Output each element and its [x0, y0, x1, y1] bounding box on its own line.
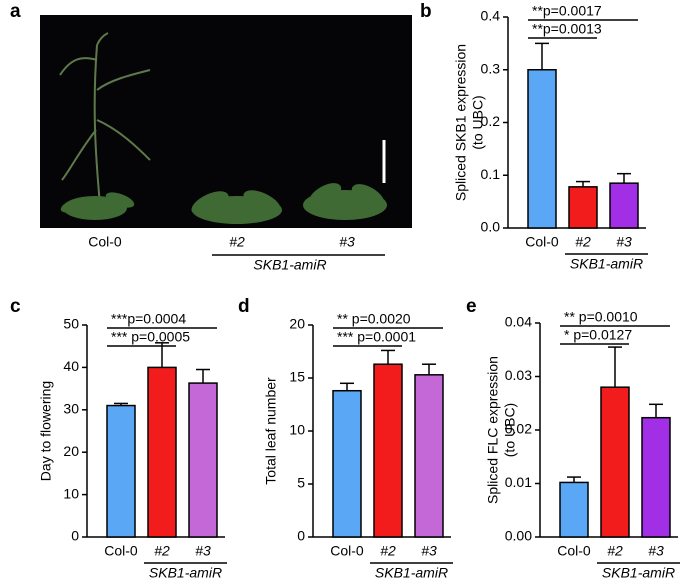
bar	[609, 182, 639, 229]
y-tick-label: 0	[71, 528, 79, 544]
group-label: SKB1-amiR	[253, 257, 326, 273]
significance-label: ** p=0.0020	[337, 311, 411, 327]
photo-label: Col-0	[88, 234, 122, 250]
bar	[147, 366, 177, 538]
significance-label: **p=0.0017	[532, 3, 602, 19]
x-tick-label: #3	[648, 543, 664, 559]
y-axis-label: Total leaf number	[263, 377, 279, 485]
plant-leaves	[60, 183, 387, 224]
y-tick-label: 0.3	[481, 60, 501, 76]
significance-label: **p=0.0013	[532, 21, 602, 37]
y-axis-label: (to UBC)	[502, 403, 518, 457]
photo-label: #3	[339, 234, 355, 250]
y-axis-label: Spliced FLC expression	[485, 356, 501, 504]
x-tick-label: #2	[575, 234, 591, 250]
group-label: SKB1-amiR	[375, 565, 448, 579]
chart: e Spliced FLC expression (to UBC) 0.00 0.01 0…	[466, 296, 680, 579]
panel-label: a	[10, 1, 21, 22]
x-tick-label: #2	[154, 543, 170, 559]
significance-label: * p=0.0127	[564, 327, 632, 343]
bar	[188, 382, 218, 538]
x-tick-label: #3	[616, 234, 632, 250]
y-tick-label: 0.04	[505, 314, 532, 330]
y-tick-label: 40	[63, 358, 79, 374]
significance-label: ***p=0.0004	[111, 311, 186, 327]
y-tick-label: 0.0	[481, 219, 501, 235]
bar	[106, 404, 136, 538]
y-tick-label: 50	[63, 316, 79, 332]
y-tick-label: 20	[63, 443, 79, 459]
y-tick-label: 10	[63, 485, 79, 501]
significance-label: ** p=0.0010	[564, 309, 638, 325]
chart: b Spliced SKB1 expression (to UBC) 0.0 0.1 0.…	[420, 1, 648, 272]
y-tick-label: 0.1	[481, 166, 501, 182]
bar	[559, 481, 589, 538]
photo-label: #2	[229, 234, 245, 250]
photo-panel: a Col-0 #2 #3 SKB1-amiR	[10, 1, 412, 273]
group-label: SKB1-amiR	[570, 256, 643, 272]
chart: c Day to flowering 0 10 20 30 40 50 Col-0 #2 #3 SKB…	[10, 296, 227, 579]
y-axis-label: (to UBC)	[470, 95, 486, 149]
bar	[414, 374, 444, 538]
x-tick-label: #2	[380, 543, 396, 559]
y-axis-label: Day to flowering	[38, 381, 54, 481]
group-label: SKB1-amiR	[149, 565, 222, 579]
y-axis-label: Spliced SKB1 expression	[453, 44, 469, 201]
x-tick-label: #2	[607, 543, 623, 559]
y-tick-label: 0.2	[481, 113, 501, 129]
x-tick-label: Col-0	[330, 543, 364, 559]
panel-label: c	[10, 296, 21, 317]
bar	[373, 363, 403, 538]
y-tick-label: 0.01	[505, 474, 532, 490]
y-tick-label: 15	[289, 369, 305, 385]
y-tick-label: 0.00	[505, 528, 532, 544]
group-label: SKB1-amiR	[602, 565, 675, 579]
x-tick-label: #3	[195, 543, 211, 559]
x-tick-label: Col-0	[557, 543, 591, 559]
bar	[568, 186, 598, 229]
y-tick-label: 0.02	[505, 421, 532, 437]
y-tick-label: 0.03	[505, 367, 532, 383]
y-tick-label: 10	[289, 422, 305, 438]
panel-label: b	[420, 1, 432, 22]
significance-label: *** p=0.0001	[337, 329, 416, 345]
bar	[332, 389, 362, 538]
chart: d Total leaf number 0 5 10 15 20 Col-0 #2 #3 SKB1-…	[238, 296, 453, 579]
y-tick-label: 5	[297, 475, 305, 491]
bar	[641, 416, 671, 538]
y-tick-label: 0	[297, 528, 305, 544]
bar	[600, 386, 630, 538]
y-tick-label: 20	[289, 316, 305, 332]
y-tick-label: 0.4	[481, 8, 501, 24]
y-tick-label: 30	[63, 401, 79, 417]
x-tick-label: Col-0	[525, 234, 559, 250]
plant-stems	[59, 32, 151, 206]
panel-label: d	[238, 296, 250, 317]
bar	[527, 69, 557, 229]
panel-label: e	[466, 296, 477, 317]
significance-label: *** p=0.0005	[111, 329, 190, 345]
x-tick-label: #3	[421, 543, 437, 559]
x-tick-label: Col-0	[104, 543, 138, 559]
